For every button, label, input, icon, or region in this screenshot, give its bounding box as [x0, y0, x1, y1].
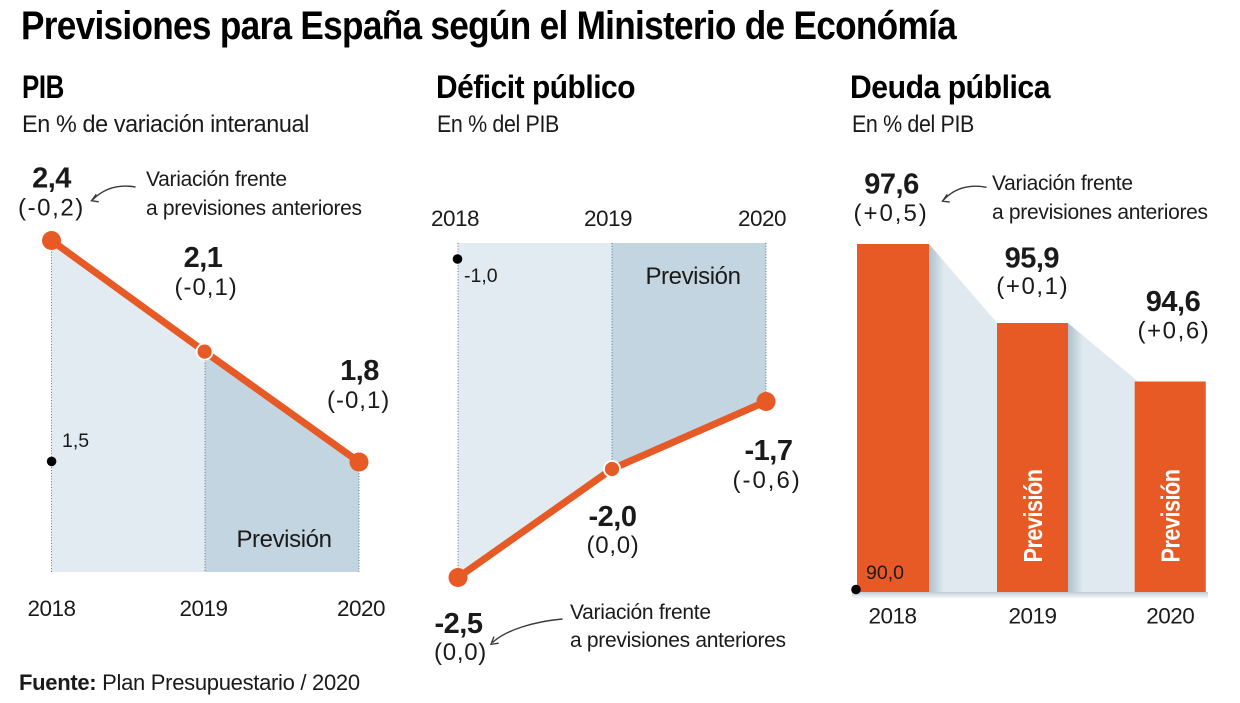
svg-text:2019: 2019: [1008, 604, 1056, 629]
svg-text:Previsión: Previsión: [236, 526, 331, 553]
svg-text:2019: 2019: [179, 596, 227, 621]
svg-text:2,4: 2,4: [32, 163, 71, 195]
svg-text:En % del PIB: En % del PIB: [437, 111, 559, 138]
svg-text:Variación frente: Variación frente: [146, 168, 287, 191]
svg-text:-1,0: -1,0: [464, 265, 498, 287]
svg-text:2020: 2020: [337, 596, 385, 621]
svg-text:(0,0): (0,0): [587, 532, 639, 559]
svg-text:2020: 2020: [738, 206, 786, 231]
svg-text:2018: 2018: [431, 206, 479, 231]
svg-text:(+0,1): (+0,1): [996, 273, 1067, 300]
svg-text:Déficit público: Déficit público: [436, 69, 635, 105]
svg-text:1,5: 1,5: [62, 430, 89, 452]
svg-text:Fuente: Plan Presupuestario /: Fuente: Plan Presupuestario / 2020: [19, 670, 360, 695]
svg-text:2018: 2018: [27, 596, 75, 621]
svg-text:95,9: 95,9: [1005, 243, 1060, 275]
svg-text:(-0,1): (-0,1): [175, 274, 237, 301]
svg-text:Variación frente: Variación frente: [992, 172, 1133, 195]
svg-text:Previsiones para España según: Previsiones para España según el Ministe…: [21, 4, 957, 48]
svg-text:97,6: 97,6: [864, 169, 919, 201]
svg-text:En % de variación interanual: En % de variación interanual: [22, 111, 309, 138]
svg-text:Previsión: Previsión: [1156, 470, 1186, 563]
svg-text:-1,7: -1,7: [745, 435, 793, 467]
svg-text:a previsiones anteriores: a previsiones anteriores: [570, 629, 786, 652]
svg-text:Variación frente: Variación frente: [570, 601, 711, 624]
svg-text:Previsión: Previsión: [645, 263, 740, 290]
svg-text:2018: 2018: [868, 604, 916, 629]
svg-text:90,0: 90,0: [866, 562, 904, 584]
svg-text:(+0,5): (+0,5): [854, 200, 927, 227]
svg-text:a previsiones anteriores: a previsiones anteriores: [146, 197, 362, 220]
svg-text:PIB: PIB: [22, 69, 64, 105]
svg-text:94,6: 94,6: [1146, 286, 1201, 318]
svg-text:En % del PIB: En % del PIB: [852, 111, 974, 138]
svg-text:2020: 2020: [1146, 604, 1194, 629]
svg-text:Previsión: Previsión: [1018, 470, 1048, 563]
svg-text:a previsiones anteriores: a previsiones anteriores: [992, 201, 1208, 224]
svg-text:Deuda pública: Deuda pública: [850, 69, 1051, 105]
svg-text:1,8: 1,8: [340, 355, 379, 387]
svg-text:2019: 2019: [584, 206, 632, 231]
svg-text:(+0,6): (+0,6): [1138, 318, 1209, 345]
svg-text:(0,0): (0,0): [434, 639, 486, 666]
svg-text:-2,0: -2,0: [589, 501, 637, 533]
svg-text:2,1: 2,1: [184, 242, 223, 274]
svg-text:(-0,1): (-0,1): [327, 387, 389, 414]
svg-text:-2,5: -2,5: [435, 608, 483, 640]
